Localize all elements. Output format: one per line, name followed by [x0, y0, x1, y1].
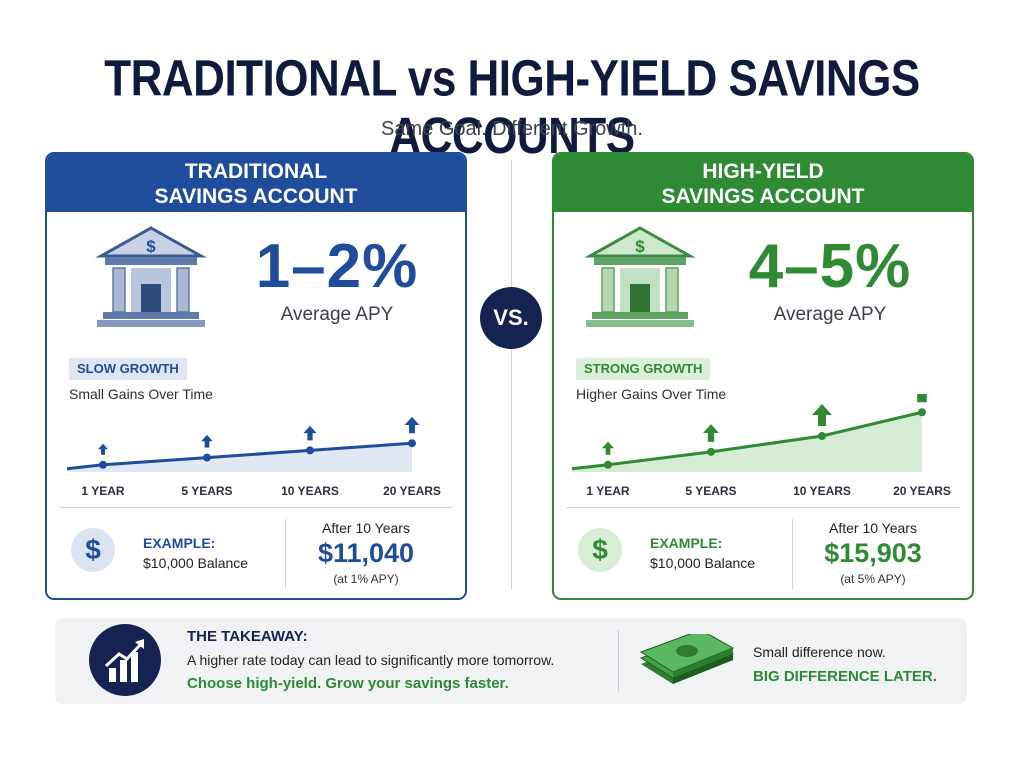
traditional-after-value: $11,040 — [317, 538, 415, 568]
traditional-chart-point — [306, 446, 314, 455]
takeaway-title: THE TAKEAWAY: — [187, 628, 308, 645]
takeaway-line1: A higher rate today can lead to signific… — [187, 652, 555, 668]
traditional-tick-label: 5 YEARS — [181, 484, 233, 498]
high-yield-after-label: After 10 Years — [829, 520, 917, 536]
dollar-icon: $ — [71, 528, 115, 572]
up-arrow-icon — [602, 441, 614, 455]
high-yield-tick-label: 10 YEARS — [793, 484, 851, 498]
up-arrow-icon — [917, 394, 927, 403]
high-yield-chart-point — [707, 447, 715, 456]
bank-icon: $ — [95, 226, 207, 327]
example-divider — [285, 519, 286, 589]
traditional-growth-badge: SLOW GROWTH — [69, 358, 187, 380]
traditional-heading-line1: TRADITIONAL — [184, 160, 328, 183]
traditional-chart-point — [408, 439, 416, 448]
up-arrow-icon — [303, 425, 317, 441]
growth-chart-icon — [89, 624, 161, 696]
high-yield-growth-note: Higher Gains Over Time — [576, 386, 727, 402]
traditional-chart-point — [99, 460, 107, 469]
high-yield-example-label: EXAMPLE: — [650, 535, 723, 551]
traditional-growth-chart — [66, 416, 420, 472]
card-divider — [59, 507, 453, 508]
vs-badge: VS. — [480, 287, 542, 349]
high-yield-after-note: (at 5% APY) — [840, 572, 906, 586]
high-yield-growth-chart — [571, 394, 927, 472]
traditional-example-label: EXAMPLE: — [143, 535, 216, 551]
traditional-card: TRADITIONAL SAVINGS ACCOUNT $ 1–2% Avera… — [45, 152, 467, 600]
high-yield-example-balance: $10,000 Balance — [650, 555, 756, 571]
high-yield-apy-label: Average APY — [773, 304, 887, 325]
high-yield-chart-point — [604, 460, 612, 469]
traditional-after-label: After 10 Years — [322, 520, 410, 536]
example-divider — [792, 519, 793, 589]
traditional-chart-point — [203, 453, 211, 462]
takeaway-big-text: BIG DIFFERENCE LATER. — [753, 668, 937, 685]
bank-icon: $ — [584, 226, 696, 327]
svg-text:$: $ — [635, 237, 645, 256]
up-arrow-icon — [98, 443, 108, 455]
vs-divider — [511, 160, 512, 590]
traditional-tick-label: 10 YEARS — [281, 484, 339, 498]
traditional-growth-note: Small Gains Over Time — [69, 386, 213, 402]
high-yield-tick-label: 20 YEARS — [893, 484, 951, 498]
dollar-icon: $ — [578, 528, 622, 572]
high-yield-heading-line2: SAVINGS ACCOUNT — [661, 185, 865, 208]
up-arrow-icon — [404, 416, 420, 434]
traditional-example-balance: $10,000 Balance — [143, 555, 249, 571]
traditional-apy-label: Average APY — [280, 304, 394, 325]
up-arrow-icon — [703, 424, 719, 442]
svg-text:$: $ — [146, 237, 156, 256]
takeaway-small-text: Small difference now. — [753, 644, 886, 660]
up-arrow-icon — [201, 434, 213, 448]
takeaway-divider — [618, 630, 619, 692]
traditional-tick-label: 20 YEARS — [383, 484, 441, 498]
card-divider — [566, 507, 960, 508]
high-yield-heading-line1: HIGH-YIELD — [702, 160, 824, 183]
high-yield-tick-label: 5 YEARS — [685, 484, 737, 498]
page-subtitle: Same Goal. Different Growth. — [381, 118, 643, 140]
takeaway-line2: Choose high-yield. Grow your savings fas… — [187, 675, 509, 692]
high-yield-after-value: $15,903 — [824, 538, 922, 568]
takeaway-panel: THE TAKEAWAY: A higher rate today can le… — [55, 618, 967, 704]
cash-stack-icon — [639, 634, 735, 684]
high-yield-chart-point — [918, 408, 926, 417]
high-yield-growth-badge: STRONG GROWTH — [576, 358, 711, 380]
high-yield-card: HIGH-YIELD SAVINGS ACCOUNT $ 4–5% Averag… — [552, 152, 974, 600]
high-yield-chart-area — [572, 412, 922, 472]
high-yield-tick-label: 1 YEAR — [586, 484, 630, 498]
page-title: TRADITIONAL vs HIGH-YIELD SAVINGS ACCOUN… — [104, 50, 920, 165]
up-arrow-icon — [812, 404, 832, 426]
high-yield-card-heading: HIGH-YIELD SAVINGS ACCOUNT — [554, 154, 972, 212]
high-yield-chart-point — [818, 432, 826, 440]
traditional-tick-label: 1 YEAR — [81, 484, 125, 498]
high-yield-rate: 4–5% — [748, 232, 912, 301]
traditional-rate: 1–2% — [255, 232, 419, 301]
traditional-heading-line2: SAVINGS ACCOUNT — [154, 185, 358, 208]
traditional-card-heading: TRADITIONAL SAVINGS ACCOUNT — [47, 154, 465, 212]
traditional-after-note: (at 1% APY) — [333, 572, 399, 586]
